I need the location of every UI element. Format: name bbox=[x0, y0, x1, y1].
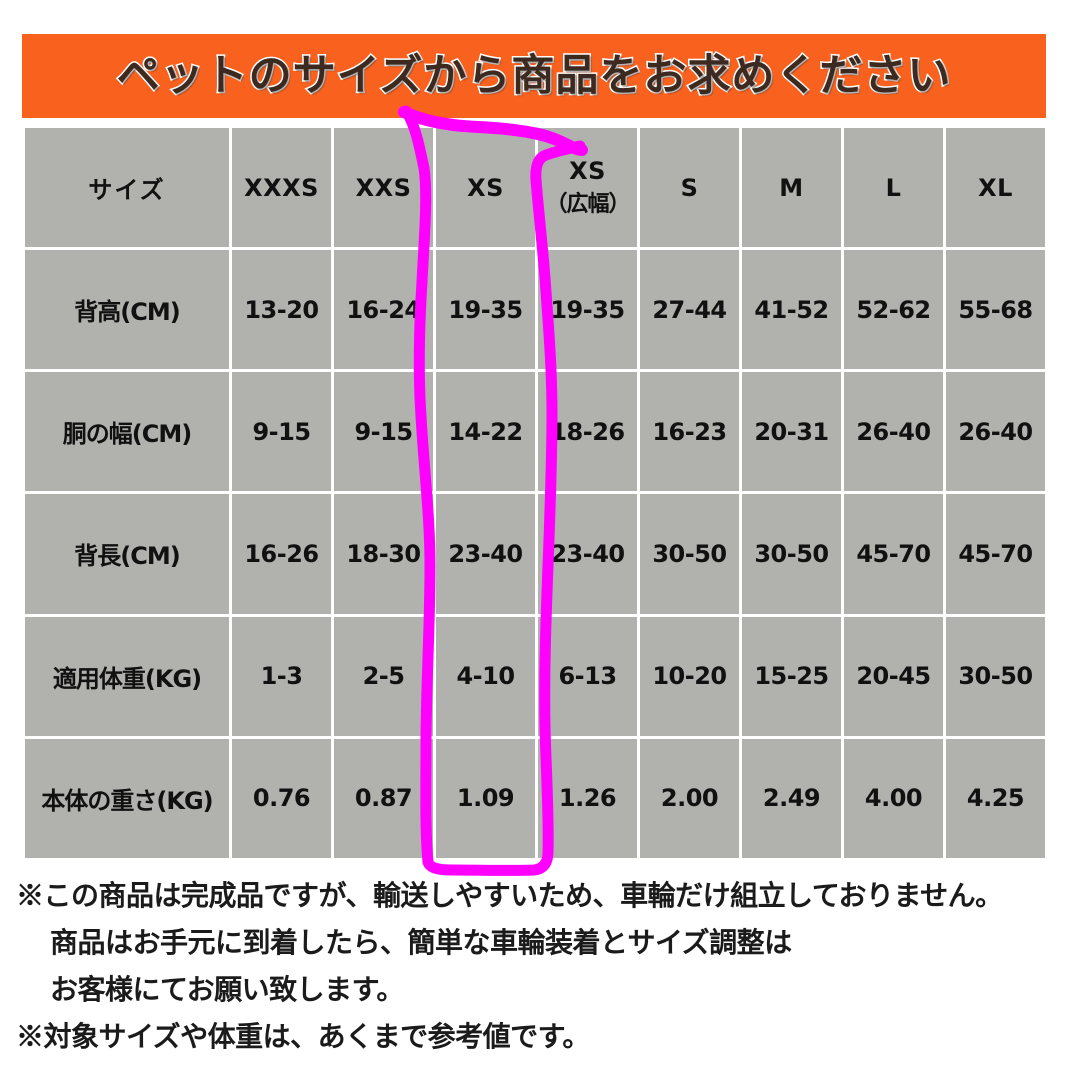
row-header-back-length: 背長(CM) bbox=[25, 494, 229, 614]
cell: 16-23 bbox=[640, 372, 739, 492]
cell: 4-10 bbox=[436, 616, 535, 736]
cell: 30-50 bbox=[640, 494, 739, 614]
size-table: サイズ XXXS XXS XS XS （広幅） S bbox=[22, 125, 1048, 861]
footnote-line: お客様にてお願い致します。 bbox=[50, 973, 404, 1006]
table-row: 本体の重さ(KG) 0.76 0.87 1.09 1.26 2.00 2.49 … bbox=[25, 738, 1045, 858]
cell: 2-5 bbox=[334, 616, 433, 736]
cell: 18-26 bbox=[538, 372, 637, 492]
cell: 52-62 bbox=[844, 250, 943, 370]
column-header-size: サイズ bbox=[25, 128, 229, 247]
cell: 26-40 bbox=[946, 372, 1045, 492]
table-row: 胴の幅(CM) 9-15 9-15 14-22 18-26 16-23 20-3… bbox=[25, 372, 1045, 492]
cell: 4.25 bbox=[946, 738, 1045, 858]
footnote-line: ※対象サイズや体重は、あくまで参考値です。 bbox=[16, 1020, 590, 1053]
cell: 10-20 bbox=[640, 616, 739, 736]
footnotes: ※この商品は完成品ですが、輸送しやすいため、車輪だけ組立しておりません。 商品は… bbox=[16, 872, 1056, 1060]
cell: 27-44 bbox=[640, 250, 739, 370]
column-header-xxxs: XXXS bbox=[232, 128, 331, 247]
cell: 45-70 bbox=[844, 494, 943, 614]
cell: 23-40 bbox=[436, 494, 535, 614]
cell: 30-50 bbox=[946, 616, 1045, 736]
table-row: 背長(CM) 16-26 18-30 23-40 23-40 30-50 30-… bbox=[25, 494, 1045, 614]
column-header-label: M bbox=[779, 173, 804, 202]
table-row: 適用体重(KG) 1-3 2-5 4-10 6-13 10-20 15-25 2… bbox=[25, 616, 1045, 736]
cell: 18-30 bbox=[334, 494, 433, 614]
column-header-label: L bbox=[885, 173, 902, 202]
footnote-line: 商品はお手元に到着したら、簡単な車輪装着とサイズ調整は bbox=[50, 926, 792, 959]
column-header-sublabel: （広幅） bbox=[545, 192, 630, 217]
cell: 14-22 bbox=[436, 372, 535, 492]
column-header-label: XL bbox=[978, 173, 1013, 202]
cell: 9-15 bbox=[334, 372, 433, 492]
cell: 45-70 bbox=[946, 494, 1045, 614]
cell: 41-52 bbox=[742, 250, 841, 370]
cell: 0.87 bbox=[334, 738, 433, 858]
cell: 20-45 bbox=[844, 616, 943, 736]
column-header-label: S bbox=[680, 173, 699, 202]
column-header-label: XS bbox=[467, 173, 504, 202]
table-header-row: サイズ XXXS XXS XS XS （広幅） S bbox=[25, 128, 1045, 247]
row-header-weight-range: 適用体重(KG) bbox=[25, 616, 229, 736]
cell: 15-25 bbox=[742, 616, 841, 736]
banner: ペットのサイズから商品をお求めください bbox=[22, 34, 1046, 118]
column-header-label: XXXS bbox=[244, 173, 319, 202]
cell: 0.76 bbox=[232, 738, 331, 858]
cell: 1.26 bbox=[538, 738, 637, 858]
cell: 19-35 bbox=[538, 250, 637, 370]
row-header-back-height: 背高(CM) bbox=[25, 250, 229, 370]
cell: 23-40 bbox=[538, 494, 637, 614]
column-header-xs-wide: XS （広幅） bbox=[538, 128, 637, 247]
cell: 13-20 bbox=[232, 250, 331, 370]
row-header-chest-width: 胴の幅(CM) bbox=[25, 372, 229, 492]
footnote-line: ※この商品は完成品ですが、輸送しやすいため、車輪だけ組立しておりません。 bbox=[16, 879, 1003, 912]
cell: 9-15 bbox=[232, 372, 331, 492]
column-header-xl: XL bbox=[946, 128, 1045, 247]
column-header-xs: XS bbox=[436, 128, 535, 247]
column-header-s: S bbox=[640, 128, 739, 247]
column-header-m: M bbox=[742, 128, 841, 247]
cell: 2.00 bbox=[640, 738, 739, 858]
column-header-l: L bbox=[844, 128, 943, 247]
cell: 16-24 bbox=[334, 250, 433, 370]
size-table-container: サイズ XXXS XXS XS XS （広幅） S bbox=[22, 125, 1046, 861]
column-header-xxs: XXS bbox=[334, 128, 433, 247]
table-row: 背高(CM) 13-20 16-24 19-35 19-35 27-44 41-… bbox=[25, 250, 1045, 370]
cell: 19-35 bbox=[436, 250, 535, 370]
cell: 16-26 bbox=[232, 494, 331, 614]
cell: 2.49 bbox=[742, 738, 841, 858]
row-header-product-weight: 本体の重さ(KG) bbox=[25, 738, 229, 858]
column-header-label: XXS bbox=[355, 173, 412, 202]
page-title: ペットのサイズから商品をお求めください bbox=[115, 50, 952, 101]
cell: 1.09 bbox=[436, 738, 535, 858]
cell: 20-31 bbox=[742, 372, 841, 492]
column-header-label: XS bbox=[569, 157, 606, 185]
cell: 30-50 bbox=[742, 494, 841, 614]
cell: 6-13 bbox=[538, 616, 637, 736]
cell: 4.00 bbox=[844, 738, 943, 858]
cell: 55-68 bbox=[946, 250, 1045, 370]
cell: 1-3 bbox=[232, 616, 331, 736]
cell: 26-40 bbox=[844, 372, 943, 492]
